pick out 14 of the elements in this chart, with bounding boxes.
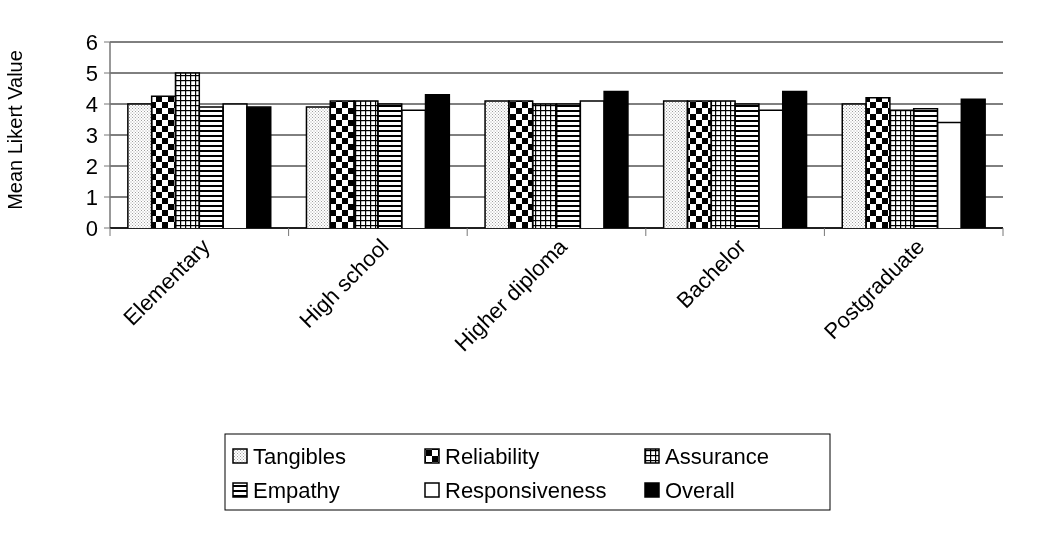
legend-label: Overall [665, 477, 735, 503]
legend-label: Assurance [665, 443, 769, 469]
y-tick-label: 6 [85, 29, 98, 55]
y-tick-label: 3 [85, 122, 98, 148]
y-tick-label: 2 [85, 153, 98, 179]
y-tick-label: 0 [85, 215, 98, 241]
legend-label: Reliability [445, 443, 540, 469]
legend-label: Responsiveness [445, 477, 607, 503]
y-axis-title: Mean Likert Value [4, 50, 26, 210]
y-tick-label: 5 [85, 60, 98, 86]
legend-label: Tangibles [253, 443, 346, 469]
y-tick-label: 1 [85, 184, 98, 210]
y-tick-label: 4 [85, 91, 98, 117]
legend-label: Empathy [253, 477, 340, 503]
